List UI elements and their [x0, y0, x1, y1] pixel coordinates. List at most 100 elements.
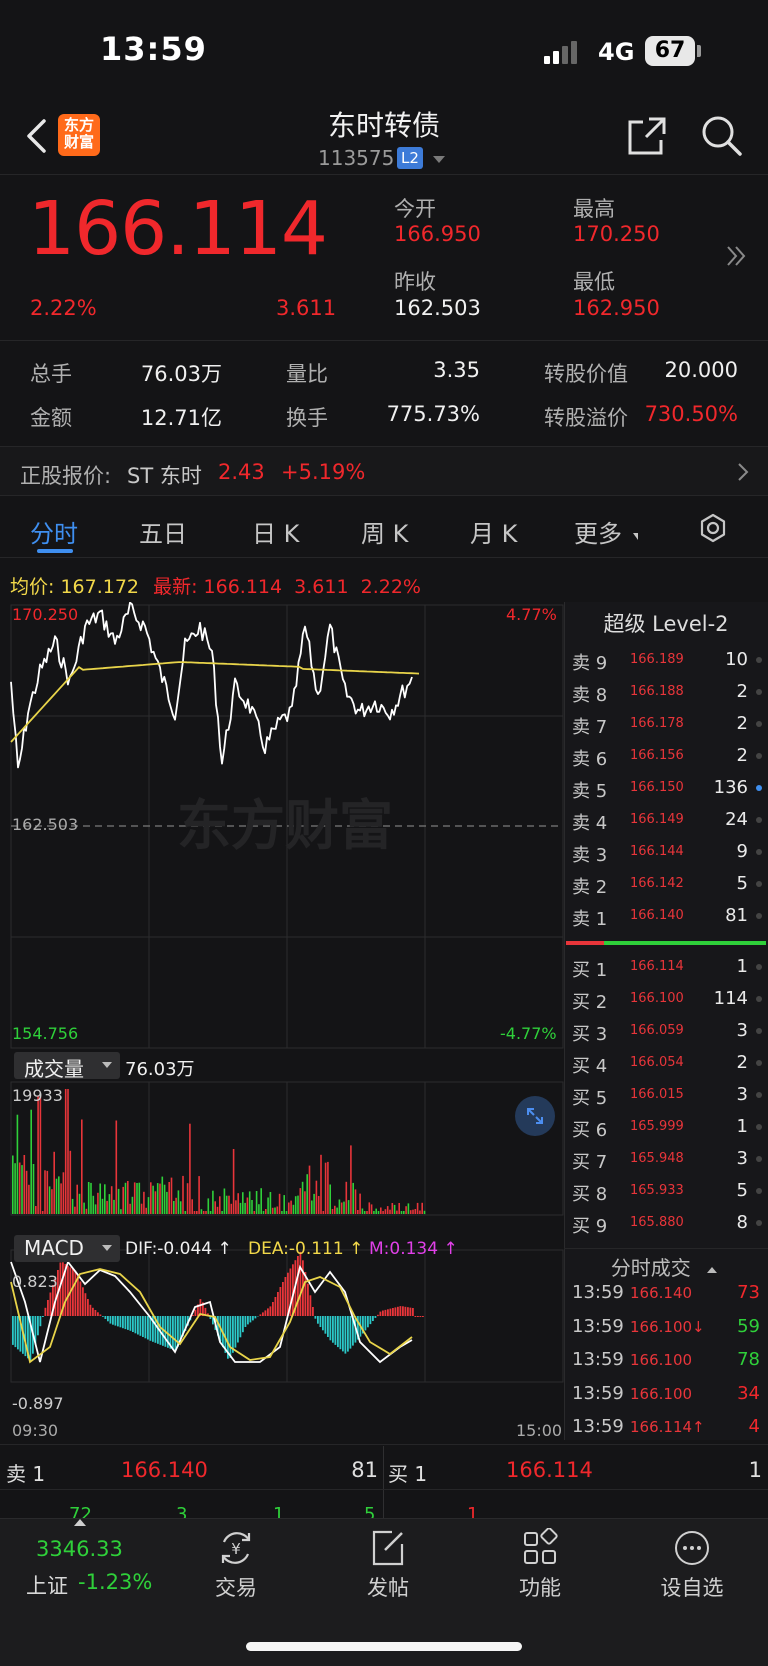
stat-label-turnover: 换手 — [286, 402, 328, 432]
level-price: 165.933 — [630, 1183, 684, 1198]
level-dot-icon — [756, 785, 762, 791]
level-qty: 81 — [725, 905, 748, 926]
stock-quote-row[interactable] — [0, 447, 768, 495]
search-icon[interactable] — [700, 114, 744, 158]
level-label: 卖 9 — [572, 649, 607, 675]
expand-button[interactable] — [515, 1096, 555, 1136]
trades-title[interactable]: 分时成交 — [564, 1252, 764, 1281]
trade-price: 166.100 — [630, 1385, 692, 1403]
divider — [0, 174, 768, 175]
nav-post[interactable]: 发帖 — [338, 1528, 438, 1602]
trade-volume: 4 — [749, 1416, 760, 1437]
trade-time: 13:59 — [572, 1282, 624, 1303]
edit-icon — [368, 1528, 408, 1568]
chevron-down-icon — [102, 1245, 112, 1251]
trade-price: 166.100 — [630, 1351, 692, 1369]
tab-intraday[interactable]: 分时 — [30, 514, 78, 549]
pct-axis-bottom: -4.77% — [500, 1024, 557, 1043]
level-label: 卖 2 — [572, 873, 607, 899]
tab-weekly-k[interactable]: 周 K — [361, 514, 408, 549]
level-price: 166.114 — [630, 959, 684, 974]
nav-trade-label: 交易 — [215, 1576, 257, 1600]
level-qty: 136 — [714, 777, 748, 798]
double-chevron-right-icon[interactable] — [725, 244, 747, 268]
expand-icon — [515, 1096, 555, 1136]
level-dot-icon — [756, 689, 762, 695]
index-value[interactable]: 3346.33 — [36, 1537, 123, 1561]
latest-pct: 2.22% — [361, 576, 421, 598]
nav-functions[interactable]: 功能 — [490, 1528, 590, 1602]
level-price: 166.142 — [630, 876, 684, 891]
divider — [0, 495, 768, 496]
level-label: 买 1 — [572, 956, 607, 982]
latest-label: 最新: — [153, 576, 197, 598]
level-price: 166.150 — [630, 780, 684, 795]
stat-value-premium: 730.50% — [640, 402, 738, 426]
bottom-ask-price: 166.140 — [121, 1458, 208, 1482]
tab-daily-k[interactable]: 日 K — [252, 514, 299, 549]
stat-value-volume: 76.03万 — [130, 358, 222, 388]
avg-label: 均价: — [10, 576, 54, 598]
level-dot-icon — [756, 817, 762, 823]
divider — [0, 340, 768, 341]
chevron-down-icon — [102, 1062, 112, 1068]
level2-badge: L2 — [397, 147, 423, 169]
tab-more[interactable]: 更多 — [574, 514, 622, 549]
level-dot-icon — [756, 996, 762, 1002]
tab-five-day[interactable]: 五日 — [139, 514, 187, 549]
divider — [0, 557, 768, 558]
level-label: 买 7 — [572, 1148, 607, 1174]
level-qty: 5 — [737, 1180, 748, 1201]
level-label: 卖 4 — [572, 809, 607, 835]
chevron-right-icon[interactable] — [736, 461, 750, 483]
more-caret-icon — [633, 533, 638, 540]
bottom-ask-label: 卖 1 — [6, 1458, 45, 1487]
share-icon[interactable] — [627, 116, 667, 156]
grid-icon — [520, 1528, 560, 1568]
chevron-up-icon[interactable] — [74, 1519, 86, 1526]
index-change-pct[interactable]: -1.23% — [78, 1570, 152, 1594]
index-name[interactable]: 上证 — [26, 1570, 68, 1600]
level-price: 166.178 — [630, 716, 684, 731]
level-price: 165.999 — [630, 1119, 684, 1134]
trade-time: 13:59 — [572, 1349, 624, 1370]
change-amount: 3.611 — [276, 296, 336, 320]
level-dot-icon — [756, 657, 762, 663]
level-dot-icon — [756, 913, 762, 919]
level-price: 165.880 — [630, 1215, 684, 1230]
level-label: 买 6 — [572, 1116, 607, 1142]
trade-volume: 59 — [737, 1316, 760, 1337]
nav-trade[interactable]: ¥ 交易 — [186, 1528, 286, 1602]
nav-watchlist[interactable]: 设自选 — [642, 1528, 742, 1602]
macd-m: M:0.134 ↑ — [369, 1239, 458, 1259]
level-qty: 24 — [725, 809, 748, 830]
gear-icon[interactable] — [698, 513, 728, 543]
level-price: 166.054 — [630, 1055, 684, 1070]
intraday-chart[interactable]: 东方财富 — [0, 602, 564, 1442]
chevron-down-icon[interactable] — [433, 156, 445, 163]
tab-monthly-k[interactable]: 月 K — [470, 514, 517, 549]
ratio-bar-bid — [604, 941, 766, 945]
level-dot-icon — [756, 1092, 762, 1098]
home-indicator[interactable] — [246, 1642, 522, 1651]
